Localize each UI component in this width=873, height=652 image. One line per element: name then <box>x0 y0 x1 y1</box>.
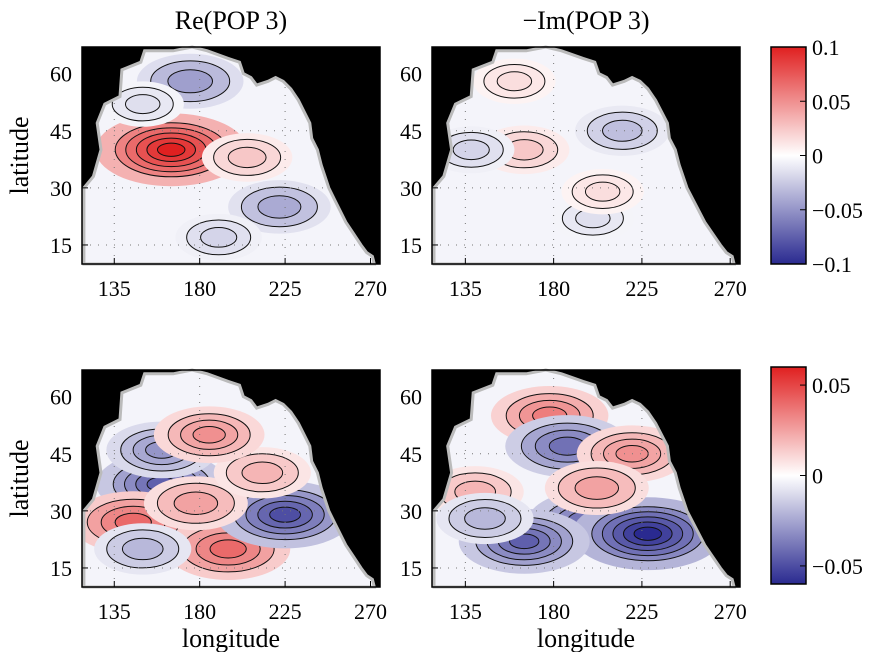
coastline <box>432 45 737 266</box>
anomaly-feature <box>95 113 247 187</box>
anomaly-feature <box>143 476 248 531</box>
x-tick-label: 135 <box>98 599 131 624</box>
contour-line <box>452 139 490 161</box>
contour-line <box>121 537 164 561</box>
contour-line <box>633 526 663 541</box>
x-tick-label: 180 <box>537 276 570 301</box>
y-axis-label: latitude <box>5 440 34 518</box>
contour-line <box>602 119 643 142</box>
axes-frame <box>81 46 381 265</box>
panel-2: 15 30 45 60 135 180 225 270 −Im(POP 3) <box>400 6 747 301</box>
anomaly-feature <box>436 492 534 545</box>
anomaly-feature <box>544 461 649 516</box>
anomaly-feature <box>473 58 556 104</box>
x-tick-label: 270 <box>714 276 747 301</box>
x-tick-label: 180 <box>537 599 570 624</box>
contour-line <box>241 461 284 485</box>
anomaly-feature <box>101 81 184 127</box>
colorbar-tick-label: −0.05 <box>812 198 863 223</box>
colorbar-tick-label: 0.05 <box>812 373 851 398</box>
contour-line <box>227 146 267 169</box>
contour-line <box>209 539 247 559</box>
x-tick-label: 180 <box>183 276 216 301</box>
panel-title: Re(POP 3) <box>175 6 287 35</box>
axes-frame <box>431 369 741 588</box>
x-axis-label: longitude <box>537 624 635 652</box>
y-tick-label: 15 <box>50 233 72 258</box>
axes-frame <box>81 369 381 588</box>
colorbar-1: 0.1 0.05 0 −0.05 −0.1 <box>770 35 863 277</box>
x-tick-label: 135 <box>449 599 482 624</box>
y-tick-label: 30 <box>50 499 72 524</box>
anomaly-feature <box>94 523 192 575</box>
contour-line <box>584 181 621 202</box>
y-tick-label: 60 <box>50 385 72 410</box>
coastline <box>432 368 737 589</box>
contour-line <box>124 94 161 115</box>
colorbar-2: 0.05 0 −0.05 <box>770 366 863 585</box>
contour-line <box>496 71 533 92</box>
x-tick-label: 135 <box>449 276 482 301</box>
colorbar-tick-label: 0.1 <box>812 35 840 60</box>
panel-1: 15 30 45 60 135 180 225 270 Re(POP 3) latitude <box>5 6 387 301</box>
x-tick-label: 225 <box>269 276 302 301</box>
anomaly-feature <box>572 497 724 571</box>
anomaly-feature <box>213 447 311 499</box>
x-tick-label: 225 <box>269 599 302 624</box>
panels: 15 30 45 60 135 180 225 270 Re(POP 3) latitude 15 3… <box>5 6 747 652</box>
y-tick-label: 60 <box>400 385 422 410</box>
coastline <box>82 368 377 589</box>
y-tick-label: 15 <box>50 556 72 581</box>
x-tick-label: 225 <box>625 599 658 624</box>
axes-frame <box>431 46 741 265</box>
colorbar-tick-label: 0.05 <box>812 89 851 114</box>
y-tick-label: 30 <box>400 176 422 201</box>
contour-line <box>574 476 620 500</box>
contour-line <box>464 507 506 530</box>
anomaly-feature <box>575 105 670 156</box>
y-tick-label: 15 <box>400 556 422 581</box>
x-tick-label: 225 <box>625 276 658 301</box>
y-tick-label: 30 <box>400 499 422 524</box>
x-axis-label: longitude <box>182 624 280 652</box>
contour-line <box>156 142 186 157</box>
contour-line <box>200 227 238 248</box>
contour-line <box>173 491 219 516</box>
y-tick-label: 45 <box>50 442 72 467</box>
anomaly-feature <box>201 133 293 182</box>
panel-3: 15 30 45 60 135 180 225 270 longitude latitude <box>5 368 387 652</box>
colorbar-tick-label: 0 <box>812 144 823 169</box>
y-tick-label: 45 <box>400 119 422 144</box>
colorbar-tick-label: −0.1 <box>812 252 852 277</box>
contour-line <box>192 425 226 444</box>
colorbars: 0.1 0.05 0 −0.05 −0.1 0.05 0 −0.05 <box>770 35 863 585</box>
y-tick-label: 15 <box>400 233 422 258</box>
y-axis-label: latitude <box>5 117 34 195</box>
y-tick-label: 60 <box>400 62 422 87</box>
coastline <box>82 45 377 266</box>
anomaly-feature <box>561 168 644 215</box>
contour-line <box>167 69 214 94</box>
colorbar-tick-label: −0.05 <box>812 554 863 579</box>
anomaly-feature <box>175 213 262 261</box>
x-tick-label: 270 <box>354 276 387 301</box>
x-tick-label: 135 <box>98 276 131 301</box>
anomaly-feature <box>153 406 265 464</box>
panel-4: 15 30 45 60 135 180 225 270 longitude <box>400 368 747 652</box>
y-tick-label: 30 <box>50 176 72 201</box>
x-tick-label: 270 <box>714 599 747 624</box>
anomaly-feature <box>228 180 331 234</box>
x-tick-label: 180 <box>183 599 216 624</box>
contour-line <box>257 195 302 219</box>
x-tick-label: 270 <box>354 599 387 624</box>
y-tick-label: 45 <box>50 119 72 144</box>
colorbar-tick-label: 0 <box>812 464 823 489</box>
y-tick-label: 60 <box>50 62 72 87</box>
y-tick-label: 45 <box>400 442 422 467</box>
panel-title: −Im(POP 3) <box>522 6 649 35</box>
